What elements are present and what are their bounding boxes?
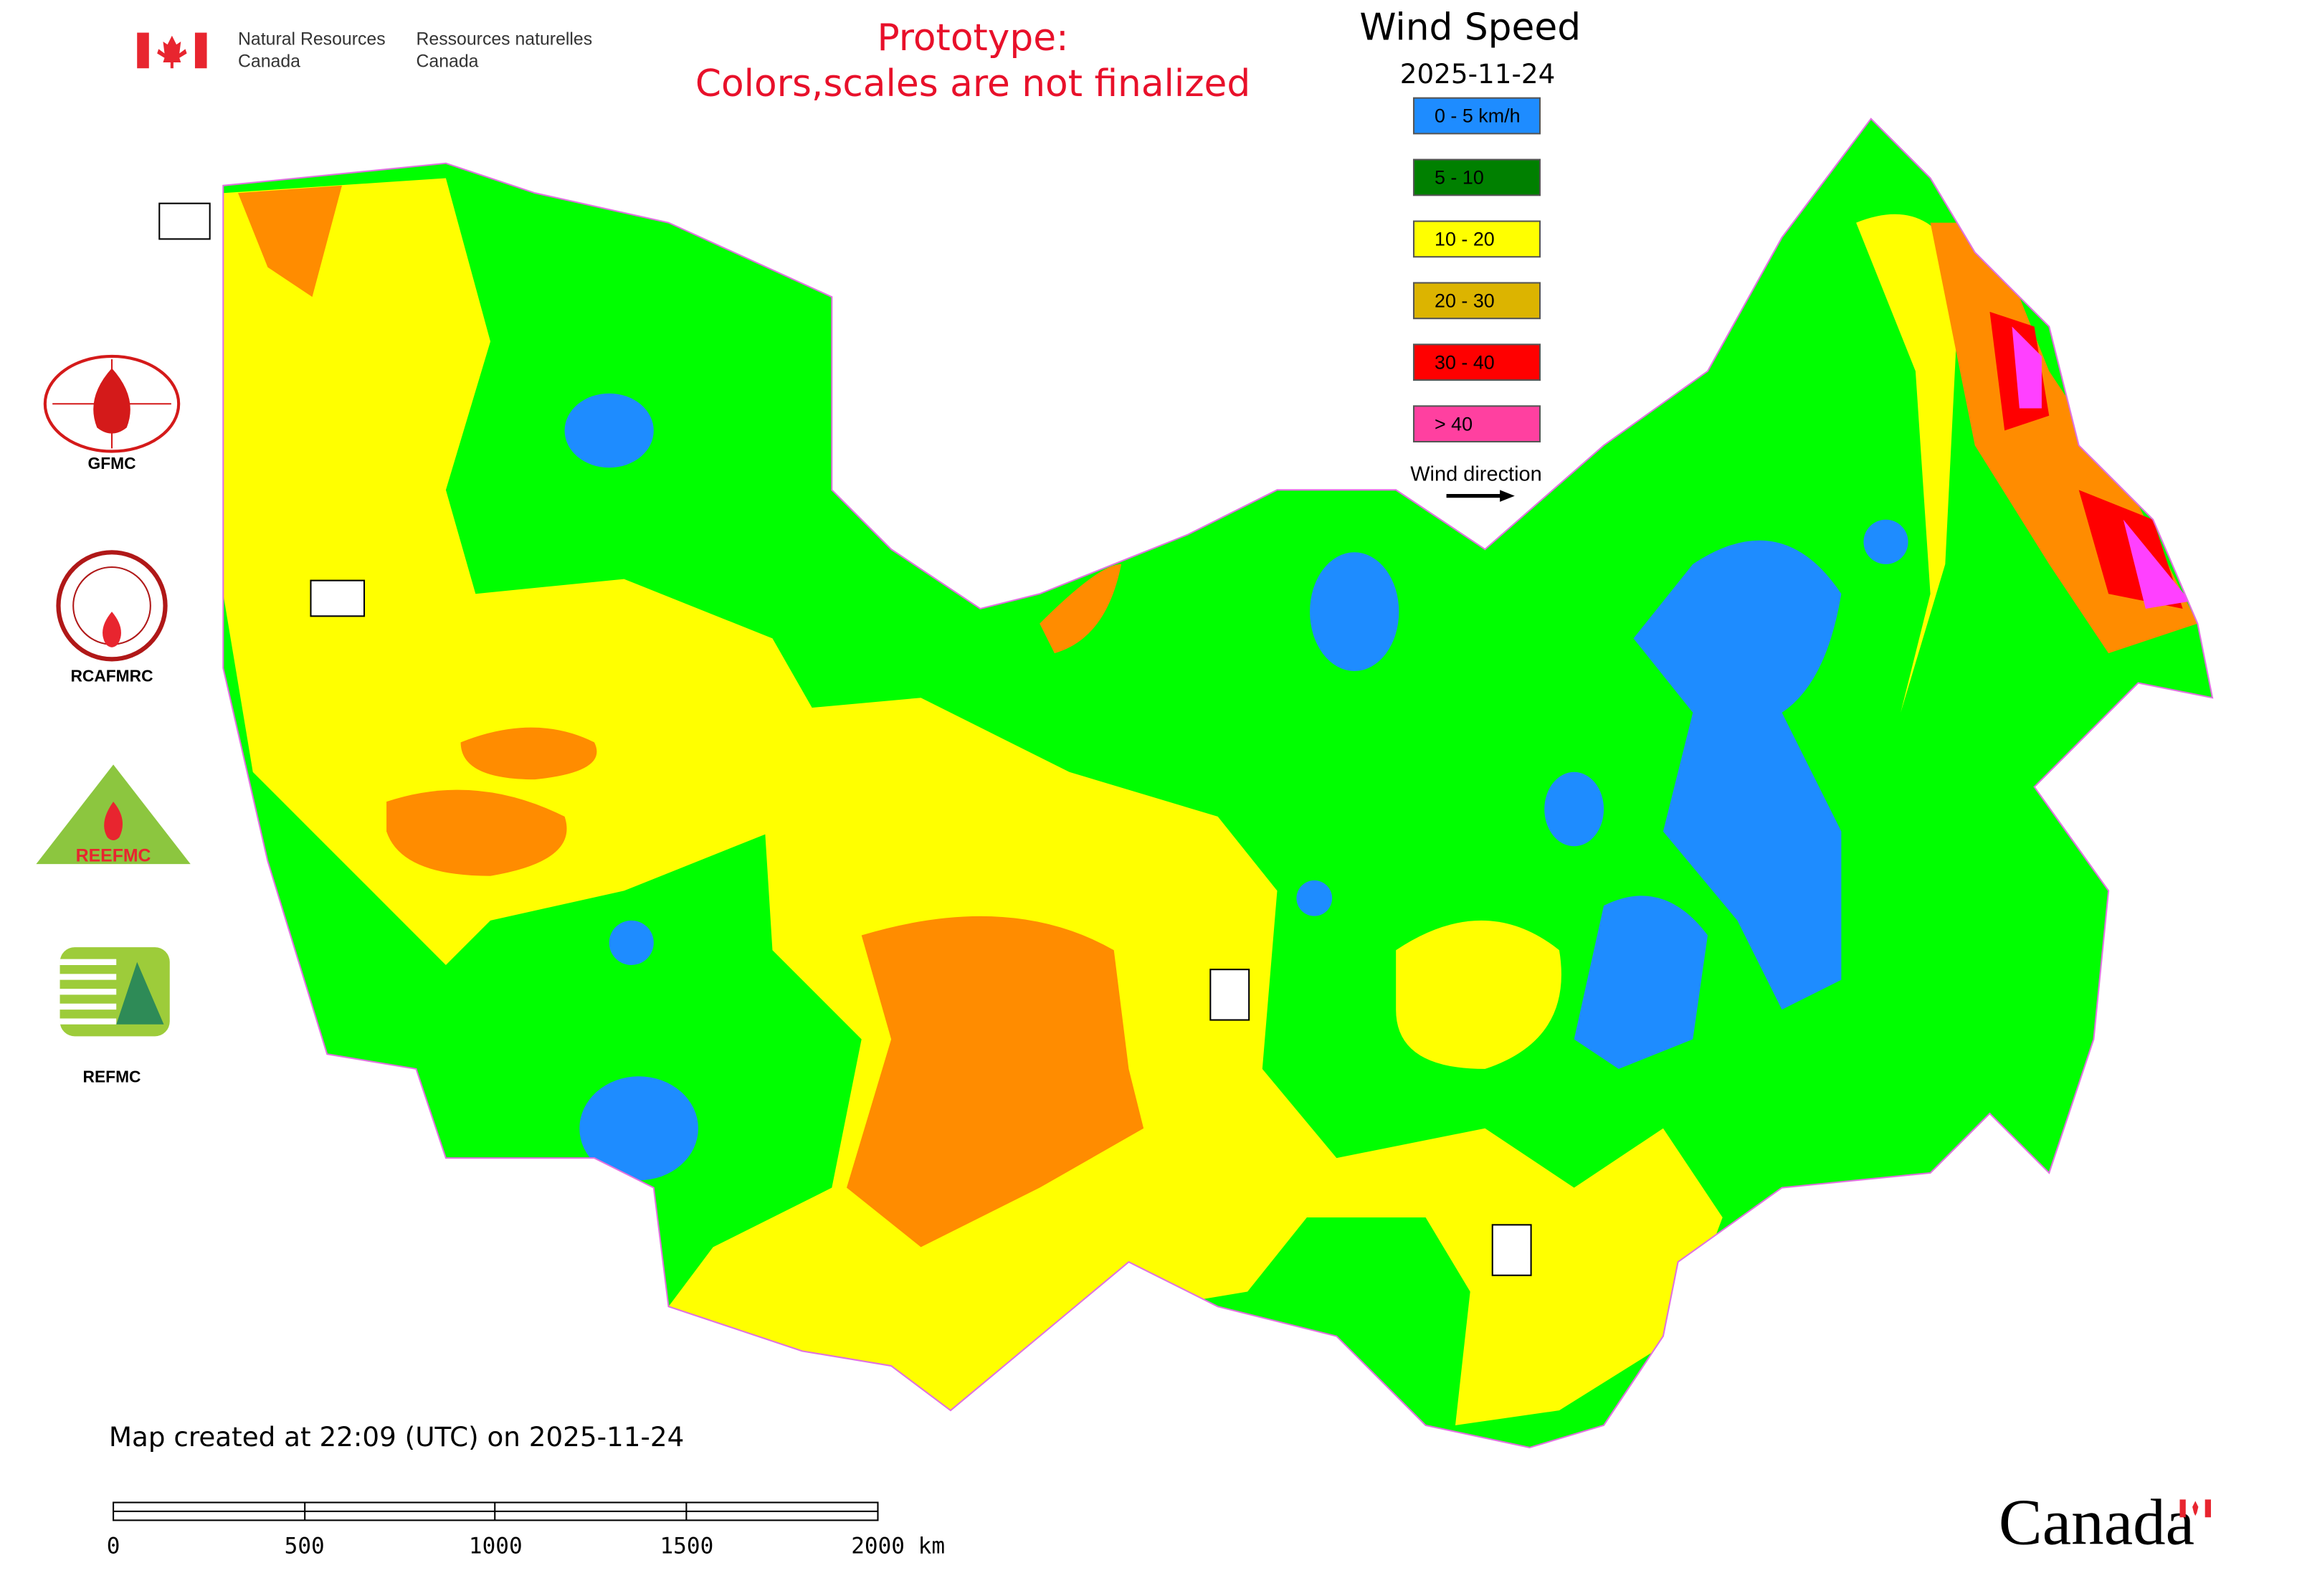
logo-label: GFMC bbox=[87, 454, 135, 472]
legend-label: 5 - 10 bbox=[1435, 167, 1484, 189]
legend-label: > 40 bbox=[1435, 413, 1473, 434]
logo-reefmc: REEFMC bbox=[36, 764, 191, 865]
notice: Colors,scales are not finalized bbox=[695, 62, 1250, 105]
legend-label: 20 - 30 bbox=[1435, 290, 1495, 311]
logo-gfmc bbox=[43, 354, 181, 453]
scale-label: 0 bbox=[107, 1534, 120, 1559]
legend-label: 0 - 5 km/h bbox=[1435, 105, 1521, 127]
agency-fr: Ressources naturelles bbox=[417, 29, 593, 49]
canada-wordmark: Canada bbox=[1999, 1486, 2194, 1559]
legend: 0 - 5 km/h 5 - 10 10 - 20 20 - 30 30 - 40 > 4… bbox=[1412, 97, 1541, 443]
gc-signature: Natural Resources Canada Ressources natu… bbox=[137, 29, 593, 72]
border bbox=[222, 118, 2214, 1448]
agency-en: Canada bbox=[238, 52, 300, 72]
scale-bar bbox=[113, 1501, 879, 1521]
legend-label: 10 - 20 bbox=[1435, 229, 1495, 250]
legend-swatch bbox=[1412, 405, 1541, 443]
logo-rcafmrc bbox=[56, 550, 168, 662]
notice: Prototype: bbox=[877, 16, 1068, 60]
legend-swatch bbox=[1412, 343, 1541, 381]
logo-text: REEFMC bbox=[76, 846, 151, 865]
legend-swatch bbox=[1412, 220, 1541, 258]
site-markers bbox=[158, 202, 1532, 1276]
scale-label: 2000 km bbox=[851, 1534, 945, 1559]
direction-arrow bbox=[1446, 490, 1515, 502]
scale-labels: 0 500 1000 1500 2000 km bbox=[107, 1534, 945, 1559]
agency-en: Natural Resources bbox=[238, 29, 386, 49]
legend-swatch bbox=[1412, 97, 1541, 135]
legend-swatch bbox=[1412, 158, 1541, 196]
logo-label: REFMC bbox=[83, 1067, 141, 1086]
logo-label: RCAFMRC bbox=[70, 666, 153, 685]
scale-label: 1000 bbox=[469, 1534, 523, 1559]
logo-refmc bbox=[60, 947, 170, 1037]
legend-label: 30 - 40 bbox=[1435, 351, 1495, 373]
legend-title: Wind Speed bbox=[1359, 6, 1581, 49]
legend-swatch bbox=[1412, 282, 1541, 320]
scale-label: 500 bbox=[285, 1534, 325, 1559]
scale-label: 1500 bbox=[660, 1534, 713, 1559]
direction-label: Wind direction bbox=[1410, 462, 1542, 485]
created-note: Map created at 22:09 (UTC) on 2025-11-24 bbox=[109, 1421, 684, 1453]
legend-date: 2025-11-24 bbox=[1400, 58, 1556, 90]
wordmark-flag bbox=[2179, 1499, 2211, 1518]
agency-fr: Canada bbox=[417, 52, 479, 72]
